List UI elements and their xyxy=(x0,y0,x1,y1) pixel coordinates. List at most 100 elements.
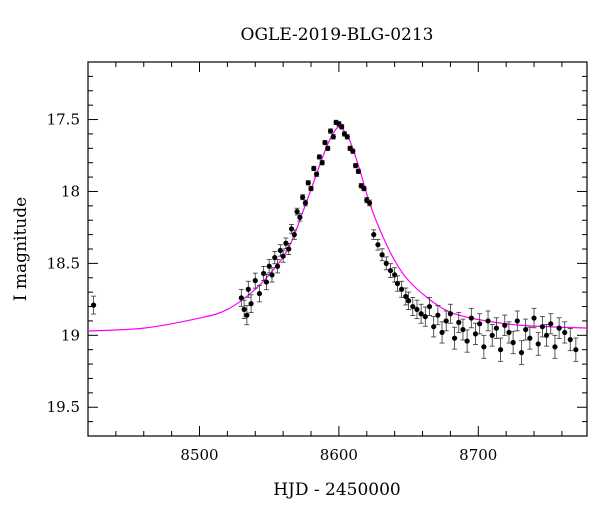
data-point xyxy=(535,341,541,347)
y-tick-label: 17.5 xyxy=(47,111,80,129)
data-point xyxy=(472,331,479,337)
data-point xyxy=(548,321,554,327)
data-point xyxy=(311,165,317,172)
data-point xyxy=(90,302,97,308)
x-tick-label: 8600 xyxy=(320,446,358,464)
data-point xyxy=(556,325,562,331)
data-point xyxy=(431,324,437,330)
data-point xyxy=(497,347,504,353)
data-point xyxy=(350,148,356,154)
data-point xyxy=(308,185,314,192)
data-point xyxy=(481,344,487,350)
data-point xyxy=(361,185,367,192)
data-point xyxy=(418,311,424,317)
data-point xyxy=(422,314,428,320)
data-point xyxy=(567,337,573,343)
data-point xyxy=(518,349,525,356)
data-point xyxy=(477,321,483,327)
y-axis-label: I magnitude xyxy=(11,197,31,301)
data-point xyxy=(531,315,537,321)
data-point xyxy=(403,293,409,300)
x-tick-label: 8700 xyxy=(459,446,497,464)
data-point xyxy=(375,242,381,248)
chart-title: OGLE-2019-BLG-0213 xyxy=(241,25,434,45)
data-point xyxy=(325,145,331,151)
data-point xyxy=(256,290,263,297)
data-point xyxy=(238,295,244,301)
data-point xyxy=(405,298,412,304)
data-point xyxy=(523,326,529,333)
data-point xyxy=(562,329,568,336)
data-point xyxy=(435,312,441,318)
plot-frame xyxy=(87,61,588,437)
data-point xyxy=(316,154,322,160)
data-point xyxy=(300,194,306,200)
data-point xyxy=(502,322,508,328)
data-point xyxy=(485,318,491,324)
data-point xyxy=(379,252,385,258)
data-point xyxy=(464,338,470,344)
data-point xyxy=(322,139,328,146)
data-point xyxy=(447,311,454,317)
data-point xyxy=(399,286,405,292)
data-point xyxy=(493,325,499,331)
data-point xyxy=(426,303,433,310)
data-point xyxy=(394,280,401,287)
data-point xyxy=(573,347,579,353)
data-point xyxy=(272,255,278,261)
data-point xyxy=(510,339,516,346)
data-point xyxy=(543,332,550,338)
data-point xyxy=(288,226,295,232)
y-tick-label: 19.5 xyxy=(47,398,80,416)
model-curve xyxy=(87,126,588,332)
data-point xyxy=(414,306,420,313)
data-point xyxy=(460,326,466,333)
data-point xyxy=(506,329,512,336)
data-point xyxy=(297,214,303,220)
data-point xyxy=(344,134,350,140)
data-point xyxy=(263,279,270,285)
data-point xyxy=(539,324,545,330)
data-point xyxy=(274,263,281,269)
data-point xyxy=(277,247,283,254)
y-tick-label: 18 xyxy=(61,182,80,200)
data-point xyxy=(244,312,250,318)
data-point xyxy=(439,329,445,336)
data-point xyxy=(456,319,462,325)
x-axis-label: HJD - 2450000 xyxy=(273,480,401,500)
data-point xyxy=(330,134,336,140)
data-point xyxy=(527,335,533,341)
data-point xyxy=(305,180,311,186)
data-point xyxy=(280,253,286,259)
y-tick-label: 18.5 xyxy=(47,254,80,272)
data-point xyxy=(392,272,398,278)
data-point xyxy=(468,315,474,321)
data-point xyxy=(443,318,449,324)
data-point xyxy=(353,162,359,169)
data-point xyxy=(291,232,297,238)
data-point xyxy=(245,286,251,292)
data-point xyxy=(514,318,520,324)
data-point xyxy=(313,171,320,177)
data-point xyxy=(355,168,362,174)
data-point xyxy=(248,301,254,307)
data-point xyxy=(366,200,373,206)
data-point xyxy=(451,335,458,341)
data-point xyxy=(387,267,394,274)
x-tick-label: 8500 xyxy=(180,446,218,464)
data-point xyxy=(241,306,247,313)
data-point xyxy=(410,303,416,310)
data-point xyxy=(286,246,292,252)
data-point xyxy=(383,260,389,266)
data-point xyxy=(552,344,558,350)
data-point xyxy=(261,270,267,277)
data-point xyxy=(252,278,258,284)
data-point xyxy=(339,124,345,130)
y-tick-label: 19 xyxy=(61,326,80,344)
plot-area: 8500 8600 8700 17.5 18 18.5 19 19.5 xyxy=(47,61,588,464)
data-point xyxy=(319,160,325,166)
data-point xyxy=(283,240,289,246)
data-point xyxy=(294,209,300,215)
